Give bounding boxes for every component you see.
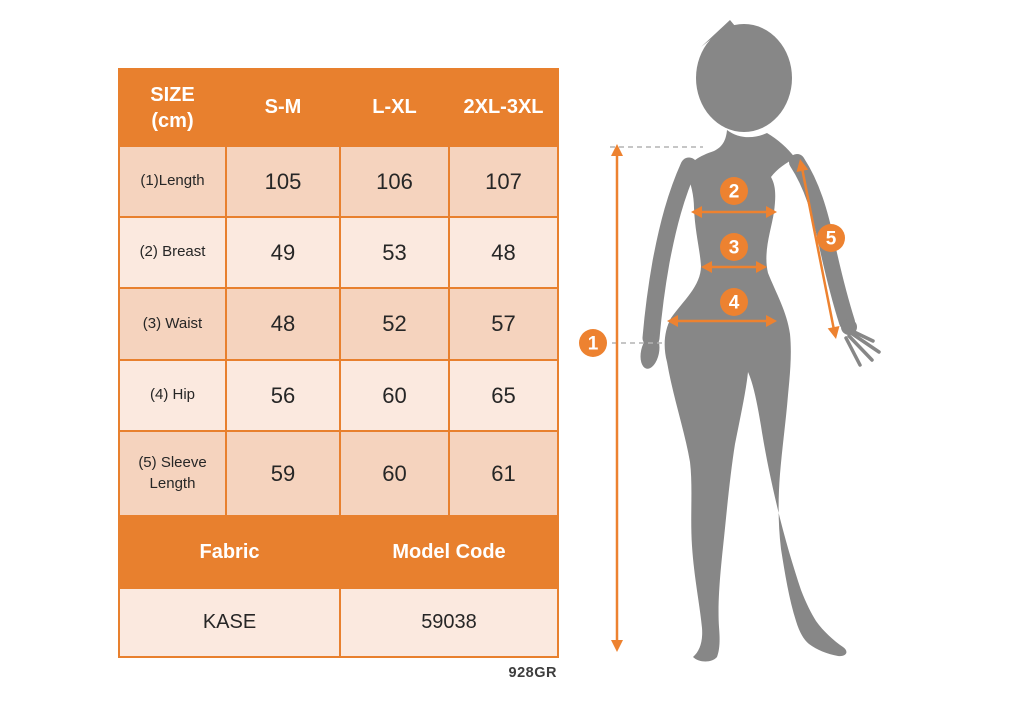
size-header-line1: SIZE bbox=[150, 83, 195, 106]
marker-5-number: 5 bbox=[826, 229, 837, 250]
column-header-sm: S-M bbox=[225, 68, 341, 147]
marker-3-number: 3 bbox=[729, 238, 740, 259]
measurement-arrows bbox=[611, 144, 840, 652]
marker-5: 5 bbox=[817, 224, 845, 252]
row-label: (5) Sleeve Length bbox=[118, 430, 227, 517]
female-silhouette-icon bbox=[640, 20, 881, 662]
size-table: SIZE (cm) S-M L-XL 2XL-3XL (1)Length 105… bbox=[118, 68, 559, 658]
marker-3: 3 bbox=[720, 233, 748, 261]
row-value: 59 bbox=[225, 430, 341, 517]
row-value: 53 bbox=[339, 216, 450, 289]
size-cm-header: SIZE (cm) bbox=[118, 68, 227, 147]
marker-2: 2 bbox=[720, 177, 748, 205]
dashed-guide-lines bbox=[610, 146, 703, 344]
column-header-2xl3xl: 2XL-3XL bbox=[448, 68, 559, 147]
table-header-row: SIZE (cm) S-M L-XL 2XL-3XL bbox=[118, 68, 559, 147]
table-row-breast: (2) Breast 49 53 48 bbox=[118, 216, 559, 289]
sleeve-arrow-5 bbox=[796, 159, 840, 339]
waist-arrow-3 bbox=[701, 261, 767, 273]
row-label: (4) Hip bbox=[118, 359, 227, 432]
row-value: 52 bbox=[339, 287, 450, 361]
fabric-header: Fabric bbox=[118, 515, 341, 589]
measurement-diagram: 1 2 3 4 5 bbox=[579, 20, 881, 662]
row-value: 65 bbox=[448, 359, 559, 432]
marker-2-number: 2 bbox=[729, 182, 740, 203]
size-header-line2: (cm) bbox=[151, 109, 194, 132]
row-value: 48 bbox=[448, 216, 559, 289]
row-value: 60 bbox=[339, 430, 450, 517]
model-code-header: Model Code bbox=[339, 515, 559, 589]
table-row-length: (1)Length 105 106 107 bbox=[118, 145, 559, 218]
column-header-lxl: L-XL bbox=[339, 68, 450, 147]
row-value: 61 bbox=[448, 430, 559, 517]
table-row-waist: (3) Waist 48 52 57 bbox=[118, 287, 559, 361]
table-footer-header-row: Fabric Model Code bbox=[118, 515, 559, 589]
row-label: (1)Length bbox=[118, 145, 227, 218]
row-value: 105 bbox=[225, 145, 341, 218]
measurement-markers: 1 2 3 4 5 bbox=[579, 177, 845, 357]
row-value: 60 bbox=[339, 359, 450, 432]
row-label: (3) Waist bbox=[118, 287, 227, 361]
model-code-value: 59038 bbox=[339, 587, 559, 658]
marker-4-number: 4 bbox=[729, 293, 740, 314]
row-label: (2) Breast bbox=[118, 216, 227, 289]
row-value: 107 bbox=[448, 145, 559, 218]
row-value: 106 bbox=[339, 145, 450, 218]
marker-1: 1 bbox=[579, 329, 607, 357]
breast-arrow-2 bbox=[691, 206, 777, 218]
product-code: 928GR bbox=[508, 665, 557, 681]
marker-4: 4 bbox=[720, 288, 748, 316]
table-footer-value-row: KASE 59038 bbox=[118, 587, 559, 658]
row-value: 57 bbox=[448, 287, 559, 361]
table-row-hip: (4) Hip 56 60 65 bbox=[118, 359, 559, 432]
length-arrow-1 bbox=[611, 144, 623, 652]
hip-arrow-4 bbox=[667, 315, 777, 327]
row-value: 56 bbox=[225, 359, 341, 432]
table-row-sleeve-length: (5) Sleeve Length 59 60 61 bbox=[118, 430, 559, 517]
row-value: 48 bbox=[225, 287, 341, 361]
marker-1-number: 1 bbox=[588, 334, 599, 355]
fabric-value: KASE bbox=[118, 587, 341, 658]
row-value: 49 bbox=[225, 216, 341, 289]
